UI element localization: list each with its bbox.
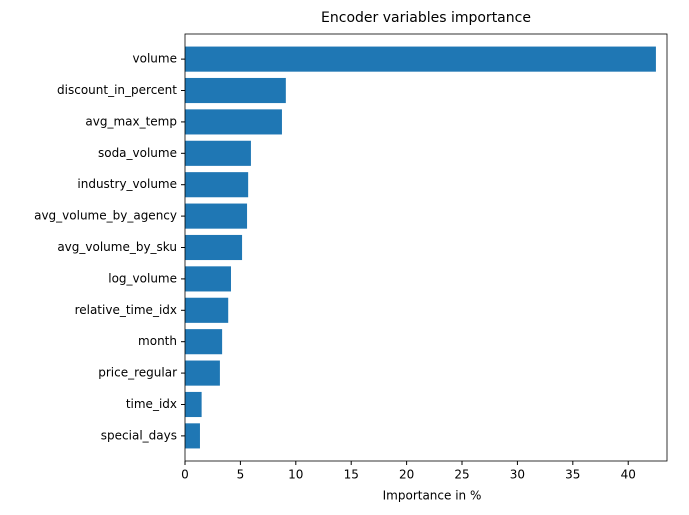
bar <box>185 203 248 229</box>
bar <box>185 423 200 449</box>
x-tick-label: 25 <box>454 468 469 482</box>
chart-title: Encoder variables importance <box>321 10 531 26</box>
bar <box>185 46 656 72</box>
bar <box>185 234 243 261</box>
bar <box>185 109 282 135</box>
x-axis-label: Importance in % <box>383 489 482 503</box>
y-tick-label: price_regular <box>98 366 177 380</box>
y-tick-label: relative_time_idx <box>75 303 177 317</box>
y-tick-label: industry_volume <box>77 177 177 191</box>
x-tick-label: 40 <box>621 468 636 482</box>
bar <box>185 140 251 166</box>
x-tick-label: 15 <box>344 468 359 482</box>
y-tick-label: special_days <box>101 428 177 442</box>
y-tick-label: discount_in_percent <box>57 83 177 97</box>
x-tick-label: 20 <box>399 468 414 482</box>
x-tick-label: 5 <box>237 468 245 482</box>
y-tick-label: avg_max_temp <box>85 114 177 128</box>
bar <box>185 329 223 355</box>
x-tick-label: 10 <box>288 468 303 482</box>
bar <box>185 391 202 418</box>
x-tick-label: 0 <box>181 468 189 482</box>
bar <box>185 266 231 292</box>
x-tick-label: 30 <box>510 468 525 482</box>
plot-frame <box>184 33 668 462</box>
bar <box>185 297 229 323</box>
y-tick-label: volume <box>133 52 177 66</box>
y-tick-label: avg_volume_by_sku <box>57 240 177 254</box>
x-tick-label: 35 <box>565 468 580 482</box>
y-tick-label: month <box>138 334 177 348</box>
bar <box>185 77 286 104</box>
y-tick-label: time_idx <box>126 397 177 411</box>
y-tick-label: soda_volume <box>98 146 177 160</box>
bar <box>185 172 249 198</box>
bar <box>185 360 220 386</box>
y-tick-label: avg_volume_by_agency <box>34 209 177 223</box>
y-tick-label: log_volume <box>108 271 177 285</box>
